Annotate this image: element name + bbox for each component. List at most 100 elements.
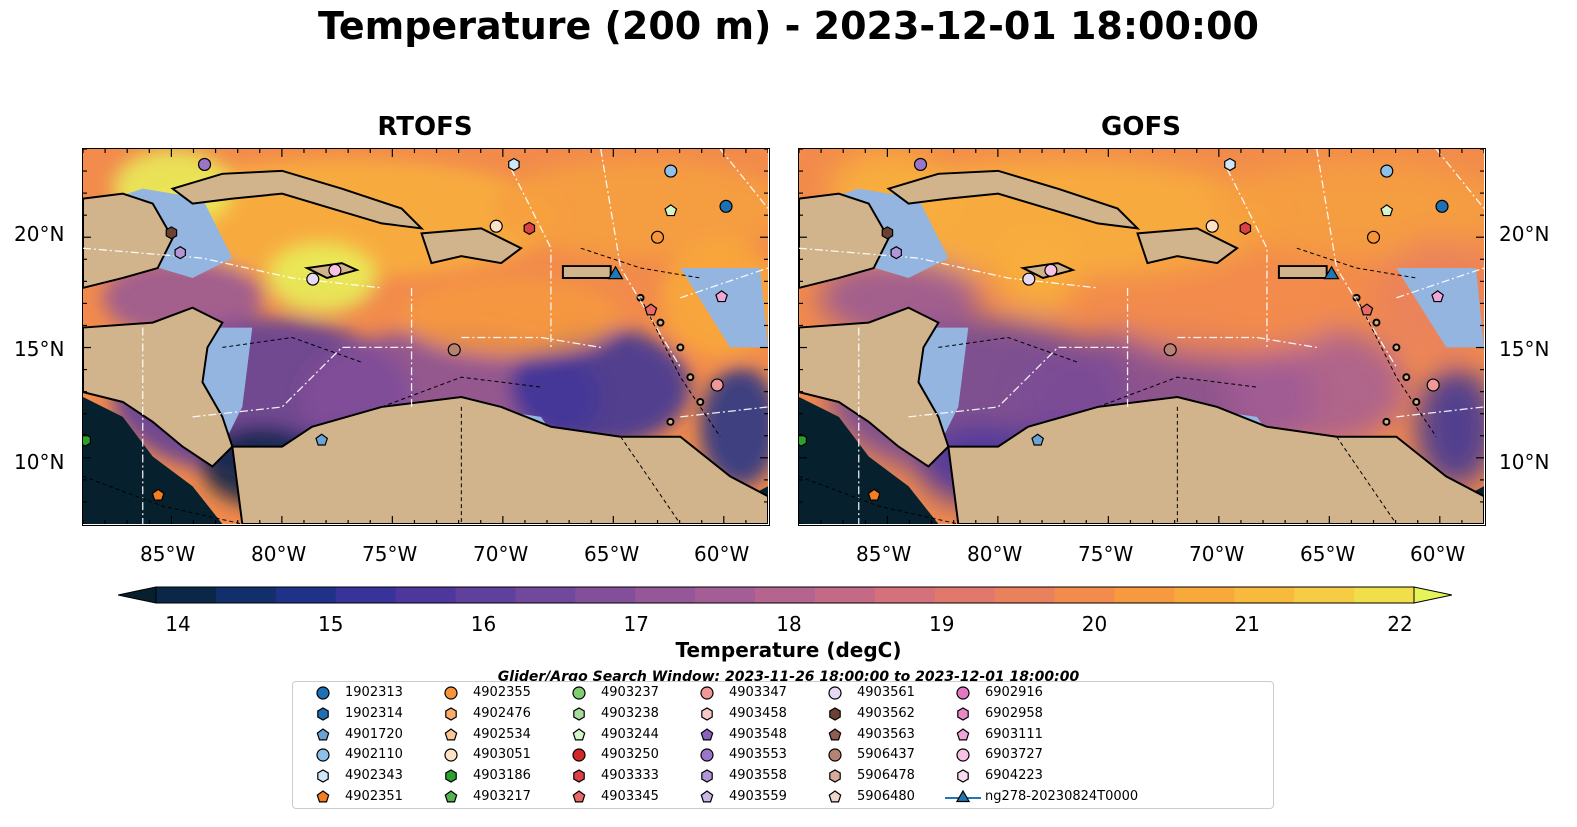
colorbar-tick-label: 17 <box>623 612 649 636</box>
y-tick-label: 20°N <box>1499 222 1550 246</box>
legend-label: 6902958 <box>985 705 1043 721</box>
y-tick-label: 20°N <box>14 222 65 246</box>
colorbar-under-extend <box>117 586 157 604</box>
colorbar-segment <box>575 587 636 603</box>
x-tick-label: 80°W <box>251 542 307 566</box>
legend-marker-icon <box>572 727 586 741</box>
isobath-contours <box>799 247 1437 524</box>
legend-label: 4903347 <box>729 685 787 700</box>
colorbar-segment <box>1114 587 1175 603</box>
float-marker <box>328 263 342 277</box>
legend-label: 4903250 <box>601 747 659 763</box>
legend-label: 6904223 <box>985 768 1043 784</box>
legend-marker-icon <box>700 748 714 762</box>
float-marker <box>165 226 178 240</box>
colorbar-segment <box>874 587 936 603</box>
colorbar-segment <box>934 587 996 603</box>
float-marker <box>1239 221 1252 236</box>
legend-label: 6903727 <box>985 747 1043 763</box>
colorbar-segment <box>814 587 876 603</box>
eez-boundaries <box>83 149 768 524</box>
colorbar-segment <box>1354 587 1415 603</box>
float-marker <box>1163 343 1177 357</box>
y-tick-label: 15°N <box>1499 337 1550 361</box>
legend-marker-icon <box>445 707 457 721</box>
legend-marker-icon <box>316 686 330 700</box>
float-marker <box>890 246 902 260</box>
y-tick-label: 10°N <box>14 450 65 474</box>
float-marker <box>315 433 329 446</box>
colorbar-segment <box>1294 587 1355 603</box>
legend-label: 5906480 <box>857 789 915 804</box>
x-tick-label: 80°W <box>967 542 1023 566</box>
float-marker <box>719 199 733 213</box>
float-marker <box>650 230 665 244</box>
colorbar-tick-label: 20 <box>1081 612 1108 636</box>
legend-marker-icon <box>828 748 842 762</box>
legend-label: 4903238 <box>601 705 659 721</box>
legend-marker-icon <box>316 790 330 803</box>
legend-label: 5906478 <box>857 768 915 784</box>
legend-marker-icon <box>316 748 330 762</box>
glider-marker <box>1323 265 1340 280</box>
float-marker <box>1366 230 1381 244</box>
colorbar-segment <box>755 587 816 603</box>
legend-label: 4903217 <box>473 789 531 804</box>
legend-marker-icon <box>828 790 842 803</box>
legend-marker-icon <box>828 686 842 700</box>
legend-marker-icon <box>956 686 970 700</box>
float-marker <box>447 343 461 357</box>
legend-label: 4903558 <box>729 768 787 784</box>
float-marker <box>1022 272 1036 286</box>
panel-title-gofs: GOFS <box>1101 112 1181 142</box>
x-tick-label: 65°W <box>584 542 640 566</box>
legend-label: 4901720 <box>345 726 403 742</box>
legend-label: 4903186 <box>473 768 531 784</box>
legend-marker-icon <box>572 686 586 700</box>
colorbar-tick-label: 14 <box>165 612 191 636</box>
legend-label: 4903559 <box>729 789 787 804</box>
x-tick-label: 85°W <box>856 542 912 566</box>
panel-title-rtofs: RTOFS <box>377 112 473 142</box>
legend-marker-icon <box>573 769 585 783</box>
legend-label: 1902313 <box>345 685 403 700</box>
float-marker <box>1224 157 1236 172</box>
x-tick-label: 60°W <box>694 542 750 566</box>
colorbar-segment <box>275 587 337 603</box>
legend-label: 4902351 <box>345 789 403 804</box>
float-marker <box>881 226 894 240</box>
landmass <box>799 169 1484 524</box>
landmass <box>83 169 768 524</box>
y-tick-label: 10°N <box>1499 450 1550 474</box>
float-marker <box>1044 263 1058 277</box>
legend-label: ng278-20230824T0000 <box>985 789 1139 804</box>
float-marker <box>1435 199 1449 213</box>
float-marker <box>489 219 503 233</box>
float-marker <box>83 433 91 447</box>
colorbar-segment <box>1174 587 1235 603</box>
float-marker <box>644 303 658 316</box>
legend-marker-icon <box>956 748 970 762</box>
legend-label: 4902110 <box>345 747 403 763</box>
legend-marker-icon <box>572 790 586 803</box>
legend-label: 4902355 <box>473 685 531 700</box>
legend-label: 4903051 <box>473 747 531 763</box>
legend-marker-icon <box>701 707 713 721</box>
legend-label: 4903563 <box>857 726 915 742</box>
y-tick-label: 15°N <box>14 337 65 361</box>
legend-marker-icon <box>956 727 970 741</box>
x-tick-label: 75°W <box>362 542 418 566</box>
colorbar-tick-label: 19 <box>929 612 955 636</box>
float-marker <box>710 378 724 392</box>
colorbar-tick-label: 21 <box>1234 612 1260 636</box>
legend-marker-icon <box>957 707 969 721</box>
legend-label: 4903333 <box>601 768 659 784</box>
legend-marker-icon <box>700 727 714 741</box>
legend-marker-icon <box>317 707 329 721</box>
float-marker <box>1426 378 1440 392</box>
colorbar-tick-label: 15 <box>318 612 344 636</box>
x-tick-label: 60°W <box>1410 542 1466 566</box>
colorbar-label: Temperature (degC) <box>675 638 902 662</box>
float-marker <box>715 290 728 303</box>
legend-label: 6902916 <box>985 685 1043 700</box>
